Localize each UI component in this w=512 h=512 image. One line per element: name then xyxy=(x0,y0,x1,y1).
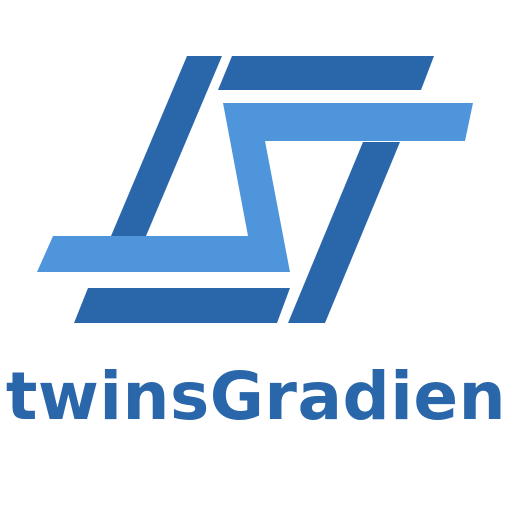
logo-right-stroke xyxy=(288,142,400,323)
logo-light-ribbon xyxy=(37,103,473,272)
logo-top-bar xyxy=(218,56,434,90)
brand-name: twinsGradien xyxy=(5,358,507,435)
twin-s-logo-icon xyxy=(37,56,473,323)
logo-bottom-bar xyxy=(74,288,290,323)
logo-left-stroke xyxy=(111,56,222,236)
